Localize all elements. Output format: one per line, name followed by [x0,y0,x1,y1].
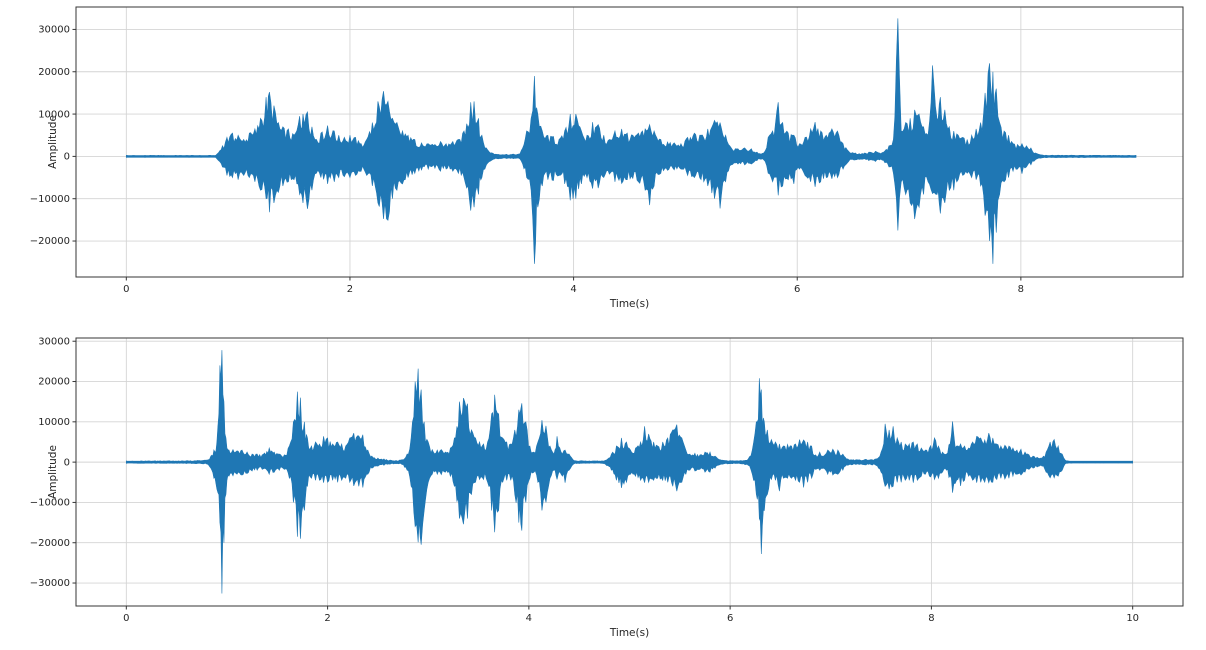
top-plot-ylabel: Amplitude [47,115,59,169]
y-tick-label: 0 [64,457,70,468]
x-tick-label: 4 [526,613,532,624]
waveform-trace [126,18,1137,264]
y-tick-label: 20000 [38,67,70,78]
x-tick-label: 0 [123,284,129,295]
y-tick-label: 30000 [38,336,70,347]
bottom-plot-xlabel: Time(s) [609,627,649,639]
waveform-trace [126,350,1133,594]
y-tick-label: 10000 [38,417,70,428]
x-tick-label: 4 [570,284,576,295]
x-tick-label: 10 [1126,613,1139,624]
y-tick-label: 0 [64,152,70,163]
y-tick-label: −10000 [30,498,70,509]
y-tick-label: −30000 [30,578,70,589]
x-tick-label: 8 [928,613,934,624]
plot-border [75,337,1184,607]
x-tick-label: 6 [794,284,800,295]
x-tick-label: 0 [123,613,129,624]
x-tick-label: 8 [1018,284,1024,295]
bottom-waveform-plot: 0 2 4 6 8 10 30000 20000 10000 0 −10000 −20000 −3000… [30,336,1184,624]
y-tick-label: 10000 [38,109,70,120]
x-tick-label: 6 [727,613,733,624]
top-waveform-plot: 0 2 4 6 8 30000 20000 10000 0 −10000 −20000 [30,6,1184,295]
top-plot-xlabel: Time(s) [609,298,649,310]
y-tick-label: −20000 [30,236,70,247]
y-tick-label: −20000 [30,538,70,549]
bottom-plot-ylabel: Amplitude [47,445,59,499]
x-tick-label: 2 [324,613,330,624]
y-tick-label: 30000 [38,25,70,36]
y-tick-label: 20000 [38,377,70,388]
plot-border [75,6,1184,278]
y-tick-label: −10000 [30,194,70,205]
x-tick-label: 2 [347,284,353,295]
